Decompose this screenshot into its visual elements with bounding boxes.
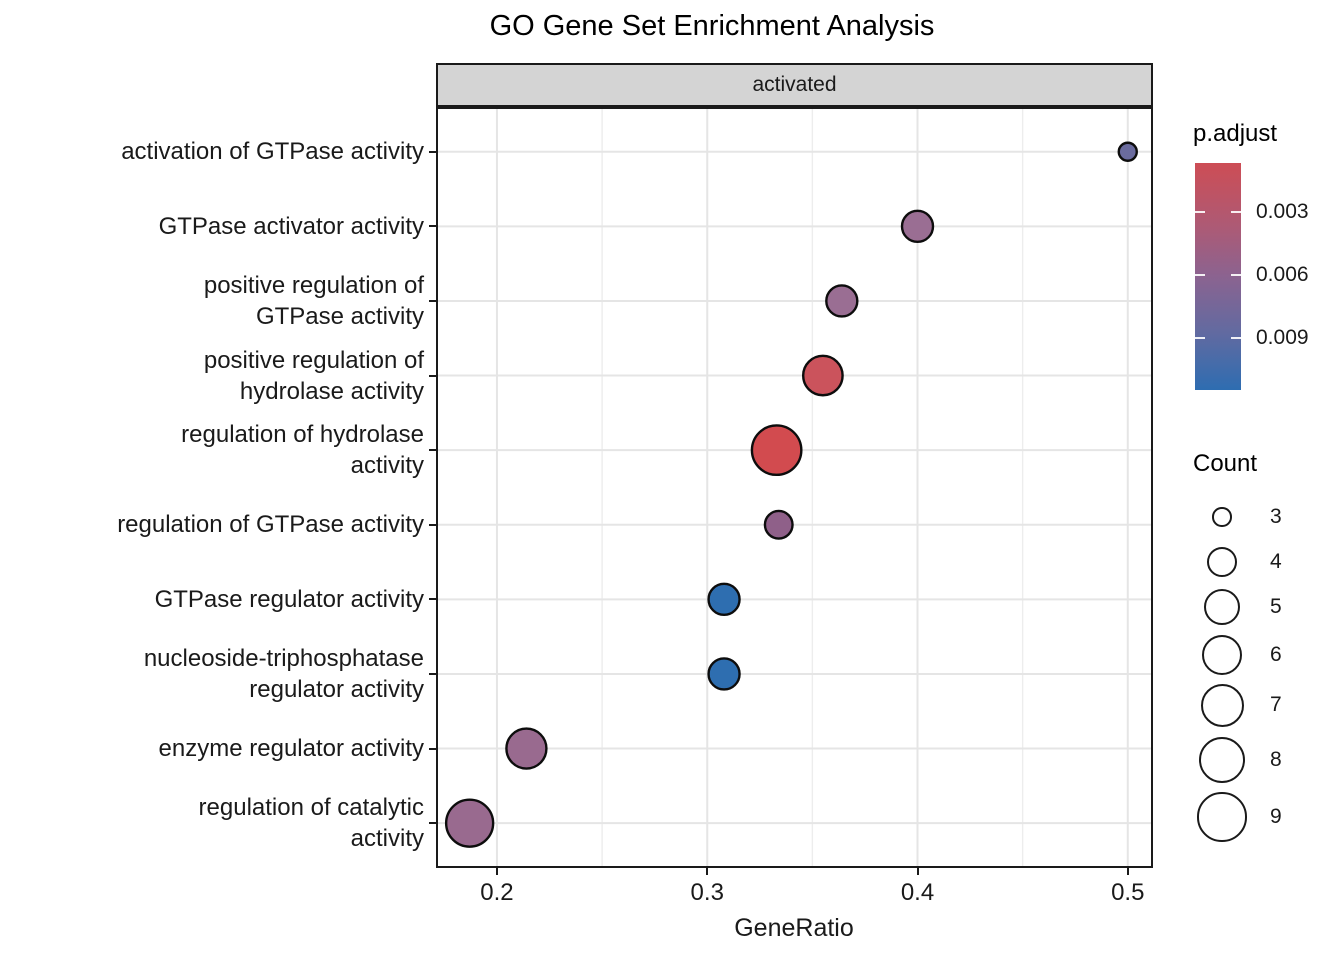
padjust-tick-mark	[1195, 273, 1205, 276]
count-legend-label: 5	[1270, 595, 1282, 618]
y-axis-label: positive regulation of hydrolase activity	[203, 346, 424, 405]
padjust-tick-label: 0.006	[1256, 262, 1309, 286]
y-axis-tick	[429, 374, 436, 377]
count-legend-circle	[1207, 547, 1237, 577]
y-axis-tick	[429, 822, 436, 825]
data-point	[825, 284, 859, 318]
count-legend-label: 6	[1270, 643, 1282, 666]
legend-count-title: Count	[1193, 450, 1258, 477]
y-axis-tick	[429, 523, 436, 526]
padjust-tick-mark	[1195, 211, 1205, 214]
x-axis-title: GeneRatio	[734, 914, 854, 942]
y-axis-tick	[429, 449, 436, 452]
x-axis-tick-label: 0.4	[900, 879, 935, 906]
chart-title: GO Gene Set Enrichment Analysis	[489, 10, 935, 42]
padjust-tick-label: 0.009	[1256, 326, 1309, 350]
y-axis-label: activation of GTPase activity	[121, 138, 424, 166]
padjust-tick-mark	[1231, 337, 1241, 340]
y-axis-label: positive regulation of GTPase activity	[203, 271, 424, 330]
count-legend-circle	[1204, 589, 1240, 625]
x-axis-tick	[1126, 868, 1129, 875]
y-axis-label: GTPase activator activity	[158, 212, 424, 240]
count-legend-circle	[1197, 792, 1247, 842]
count-legend-circle	[1199, 737, 1245, 783]
y-axis-tick	[429, 150, 436, 153]
y-axis-label: regulation of GTPase activity	[117, 511, 424, 539]
y-axis-tick	[429, 598, 436, 601]
padjust-tick-label: 0.003	[1256, 200, 1309, 224]
x-axis-tick-label: 0.2	[480, 879, 514, 906]
data-point	[707, 657, 741, 691]
y-axis-label: enzyme regulator activity	[158, 735, 424, 763]
x-axis-tick	[916, 868, 919, 875]
data-point	[444, 798, 495, 848]
data-point	[900, 209, 935, 244]
count-legend-label: 4	[1270, 550, 1282, 573]
padjust-tick-mark	[1195, 337, 1205, 340]
count-legend-circle	[1200, 683, 1244, 727]
count-legend-circle	[1212, 507, 1232, 527]
x-axis-tick	[495, 868, 498, 875]
padjust-tick-mark	[1231, 273, 1241, 276]
plot-panel	[436, 107, 1153, 868]
facet-label: activated	[752, 73, 837, 96]
data-point	[801, 354, 844, 397]
panel-border	[436, 107, 1153, 868]
x-axis-tick-label: 0.5	[1111, 879, 1145, 906]
y-axis-tick	[429, 299, 436, 302]
y-axis-tick	[429, 747, 436, 750]
x-axis-tick	[706, 868, 709, 875]
count-legend-label: 3	[1270, 505, 1282, 528]
data-point	[505, 727, 548, 770]
data-point	[1117, 141, 1138, 162]
y-axis-label: regulation of hydrolase activity	[181, 421, 424, 480]
y-axis-tick	[429, 672, 436, 675]
data-point	[763, 509, 794, 540]
x-axis-tick-label: 0.3	[690, 879, 724, 906]
padjust-tick-mark	[1231, 211, 1241, 214]
data-point	[707, 582, 741, 617]
padjust-gradient-bar	[1195, 163, 1241, 390]
count-legend-label: 7	[1270, 693, 1282, 716]
facet-strip: activated	[436, 63, 1153, 107]
legend-padjust-title: p.adjust	[1193, 120, 1278, 147]
y-axis-label: nucleoside-triphosphatase regulator activ…	[143, 644, 424, 703]
data-point	[750, 424, 803, 477]
count-legend-circle	[1202, 635, 1242, 675]
count-legend-label: 8	[1270, 748, 1282, 771]
y-axis-tick	[429, 225, 436, 228]
y-axis-label: regulation of catalytic activity	[198, 794, 424, 853]
y-axis-label: GTPase regulator activity	[154, 585, 424, 613]
count-legend-label: 9	[1270, 805, 1282, 828]
